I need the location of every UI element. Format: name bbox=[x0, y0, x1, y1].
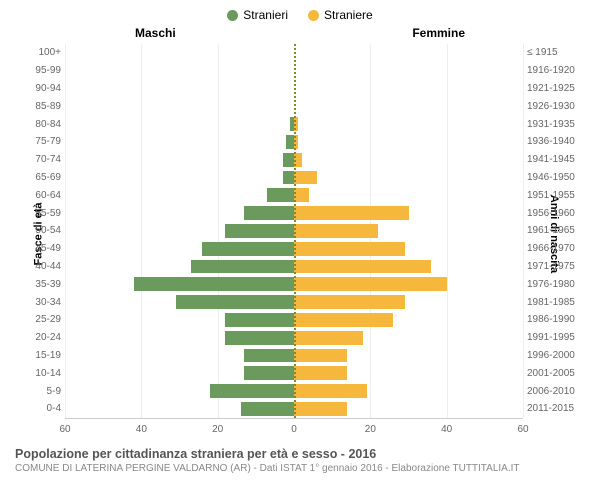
bar-male bbox=[267, 188, 294, 202]
x-axis-left: 6040200 bbox=[65, 421, 294, 441]
birth-label: 2011-2015 bbox=[523, 403, 581, 414]
birth-label: 1926-1930 bbox=[523, 101, 581, 112]
x-tick: 20 bbox=[365, 424, 376, 435]
chart-area: Maschi Femmine Fasce di età Anni di nasc… bbox=[15, 26, 585, 441]
age-label: 25-29 bbox=[19, 314, 65, 325]
legend-label-male: Stranieri bbox=[243, 8, 288, 22]
birth-label: 1991-1995 bbox=[523, 332, 581, 343]
bar-male bbox=[283, 153, 294, 167]
bar-female bbox=[294, 313, 393, 327]
age-label: 15-19 bbox=[19, 350, 65, 361]
x-axis: 6040200 204060 bbox=[65, 421, 523, 441]
birth-label: 1921-1925 bbox=[523, 83, 581, 94]
birth-label: 2001-2005 bbox=[523, 368, 581, 379]
legend-item-male: Stranieri bbox=[227, 8, 288, 22]
bar-male bbox=[244, 366, 294, 380]
x-tick: 60 bbox=[59, 424, 70, 435]
legend-item-female: Straniere bbox=[308, 8, 373, 22]
panel-label-right: Femmine bbox=[412, 26, 465, 40]
bar-male bbox=[202, 242, 294, 256]
bar-male bbox=[283, 171, 294, 185]
bar-female bbox=[294, 171, 317, 185]
birth-label: 1986-1990 bbox=[523, 314, 581, 325]
x-tick: 40 bbox=[136, 424, 147, 435]
bar-male bbox=[244, 349, 294, 363]
age-label: 5-9 bbox=[19, 386, 65, 397]
bar-female bbox=[294, 402, 347, 416]
bar-male bbox=[286, 135, 294, 149]
birth-label: 2006-2010 bbox=[523, 386, 581, 397]
birth-label: 1951-1955 bbox=[523, 190, 581, 201]
age-label: 35-39 bbox=[19, 279, 65, 290]
footer-subtitle: COMUNE DI LATERINA PERGINE VALDARNO (AR)… bbox=[0, 463, 600, 474]
bar-male bbox=[241, 402, 294, 416]
bar-female bbox=[294, 331, 363, 345]
age-label: 0-4 bbox=[19, 403, 65, 414]
bar-female bbox=[294, 260, 431, 274]
plot: 100+≤ 191595-991916-192090-941921-192585… bbox=[65, 44, 523, 419]
bar-female bbox=[294, 277, 447, 291]
bar-male bbox=[225, 313, 294, 327]
age-label: 85-89 bbox=[19, 101, 65, 112]
footer-title: Popolazione per cittadinanza straniera p… bbox=[0, 441, 600, 463]
age-label: 100+ bbox=[19, 47, 65, 58]
birth-label: 1996-2000 bbox=[523, 350, 581, 361]
bar-male bbox=[225, 331, 294, 345]
age-label: 10-14 bbox=[19, 368, 65, 379]
bar-female bbox=[294, 349, 347, 363]
x-tick: 40 bbox=[441, 424, 452, 435]
age-label: 45-49 bbox=[19, 243, 65, 254]
bar-female bbox=[294, 188, 309, 202]
age-label: 50-54 bbox=[19, 225, 65, 236]
age-label: 70-74 bbox=[19, 154, 65, 165]
x-tick: 20 bbox=[212, 424, 223, 435]
x-axis-right: 204060 bbox=[294, 421, 523, 441]
x-tick: 60 bbox=[517, 424, 528, 435]
age-label: 20-24 bbox=[19, 332, 65, 343]
bar-male bbox=[176, 295, 294, 309]
bar-female bbox=[294, 366, 347, 380]
birth-label: 1941-1945 bbox=[523, 154, 581, 165]
bar-male bbox=[244, 206, 294, 220]
age-label: 30-34 bbox=[19, 297, 65, 308]
age-label: 65-69 bbox=[19, 172, 65, 183]
bar-male bbox=[210, 384, 294, 398]
bar-female bbox=[294, 295, 405, 309]
age-label: 60-64 bbox=[19, 190, 65, 201]
panel-label-left: Maschi bbox=[135, 26, 176, 40]
birth-label: 1966-1970 bbox=[523, 243, 581, 254]
bar-female bbox=[294, 242, 405, 256]
age-label: 80-84 bbox=[19, 119, 65, 130]
birth-label: 1916-1920 bbox=[523, 65, 581, 76]
age-label: 95-99 bbox=[19, 65, 65, 76]
age-label: 55-59 bbox=[19, 208, 65, 219]
legend-dot-male bbox=[227, 10, 238, 21]
age-label: 90-94 bbox=[19, 83, 65, 94]
bar-male bbox=[134, 277, 294, 291]
bar-female bbox=[294, 206, 409, 220]
birth-label: 1956-1960 bbox=[523, 208, 581, 219]
age-label: 40-44 bbox=[19, 261, 65, 272]
legend: Stranieri Straniere bbox=[0, 0, 600, 26]
legend-dot-female bbox=[308, 10, 319, 21]
bar-male bbox=[225, 224, 294, 238]
bar-female bbox=[294, 224, 378, 238]
birth-label: 1976-1980 bbox=[523, 279, 581, 290]
center-line bbox=[294, 44, 296, 418]
legend-label-female: Straniere bbox=[324, 8, 373, 22]
birth-label: ≤ 1915 bbox=[523, 47, 581, 58]
age-label: 75-79 bbox=[19, 136, 65, 147]
birth-label: 1981-1985 bbox=[523, 297, 581, 308]
birth-label: 1936-1940 bbox=[523, 136, 581, 147]
bar-female bbox=[294, 384, 367, 398]
birth-label: 1961-1965 bbox=[523, 225, 581, 236]
birth-label: 1946-1950 bbox=[523, 172, 581, 183]
birth-label: 1931-1935 bbox=[523, 119, 581, 130]
bar-male bbox=[191, 260, 294, 274]
birth-label: 1971-1975 bbox=[523, 261, 581, 272]
panel-labels: Maschi Femmine bbox=[15, 26, 585, 40]
